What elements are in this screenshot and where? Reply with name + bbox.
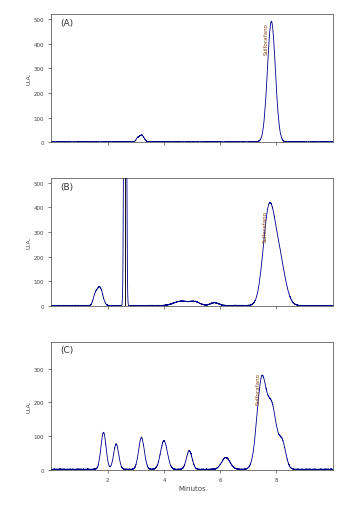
Y-axis label: U.A.: U.A. [27, 399, 32, 412]
X-axis label: Minutos: Minutos [178, 485, 206, 491]
Text: Sulforafano: Sulforafano [263, 23, 268, 55]
Text: Sulforafano: Sulforafano [256, 372, 261, 404]
Text: (C): (C) [60, 346, 73, 355]
Y-axis label: U.A.: U.A. [27, 73, 32, 85]
Text: Sulforafano: Sulforafano [262, 211, 267, 242]
Text: (B): (B) [60, 182, 73, 191]
Text: (A): (A) [60, 19, 73, 28]
Y-axis label: U.A.: U.A. [27, 236, 32, 248]
